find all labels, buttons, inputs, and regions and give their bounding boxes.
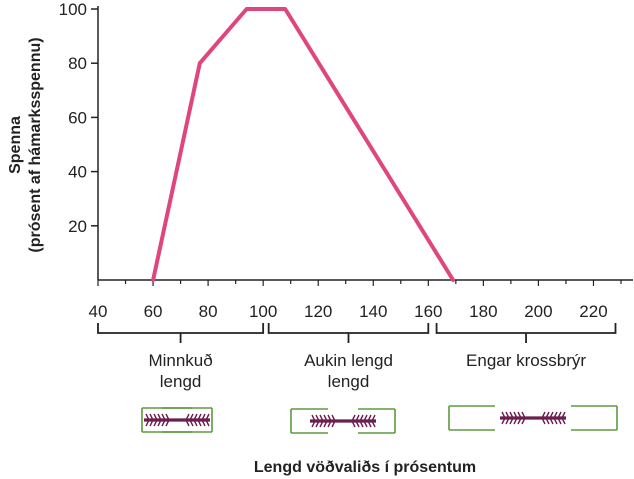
x-tick-label: 140 — [359, 302, 387, 321]
x-tick-label: 220 — [579, 302, 607, 321]
axes — [97, 6, 633, 281]
y-tick-label: 80 — [68, 54, 87, 73]
region-brackets — [97, 323, 617, 343]
region-label: lengd — [160, 372, 202, 391]
region-label: lengd — [328, 372, 370, 391]
region-label: Engar krossbrýr — [466, 351, 586, 370]
region-bracket — [267, 323, 430, 343]
x-tick-label: 200 — [524, 302, 552, 321]
sarcomere-diagram — [448, 405, 618, 431]
region-bracket — [97, 323, 265, 343]
y-axis-ticks: 20 40 60 80 100 — [59, 0, 98, 236]
x-axis-ticks: 40 60 80 100 120 140 160 180 200 220 — [89, 280, 622, 321]
x-tick-label: 80 — [199, 302, 218, 321]
sarcomere-diagram — [290, 408, 396, 434]
x-tick-label: 100 — [249, 302, 277, 321]
y-tick-label: 20 — [68, 217, 87, 236]
y-tick-label: 40 — [68, 163, 87, 182]
region-bracket — [435, 323, 617, 343]
tension-curve — [151, 7, 456, 282]
sarcomere-illustrations — [141, 405, 618, 434]
y-tick-label: 60 — [68, 108, 87, 127]
y-axis-label-line1: Spenna — [7, 116, 24, 174]
x-axis-label: Lengd vöðvaliðs í prósentum — [254, 459, 476, 476]
region-label: Minnkuð — [148, 351, 212, 370]
y-axis-label-line2: (prósent af hámarksspennu) — [27, 37, 44, 252]
sarcomere-diagram — [141, 407, 213, 433]
x-tick-label: 180 — [469, 302, 497, 321]
x-tick-label: 160 — [414, 302, 442, 321]
region-label: Aukin lengd — [304, 351, 393, 370]
x-tick-label: 60 — [144, 302, 163, 321]
y-tick-label: 100 — [59, 0, 87, 19]
x-tick-label: 120 — [304, 302, 332, 321]
x-tick-label: 40 — [89, 302, 108, 321]
region-labels: Minnkuð lengd Aukin lengd lengd Engar krossb… — [148, 351, 586, 391]
